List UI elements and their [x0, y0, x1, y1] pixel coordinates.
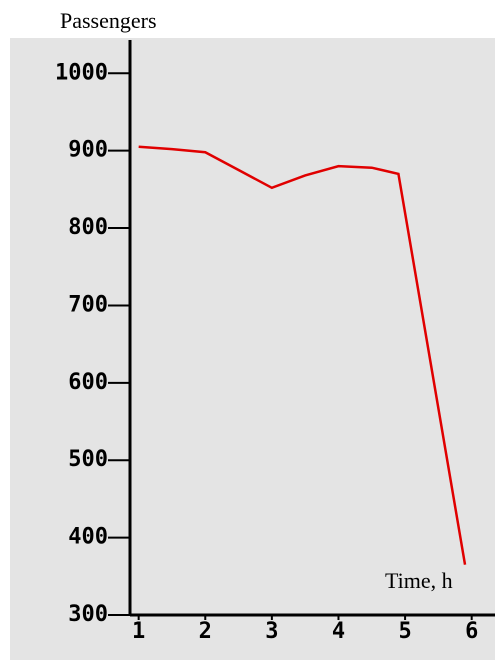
x-axis-label: Time, h [385, 568, 453, 593]
x-tick-label: 6 [465, 619, 478, 644]
y-tick-label: 700 [68, 292, 108, 317]
y-tick-label: 900 [68, 138, 108, 163]
y-tick-label: 300 [68, 602, 108, 627]
plot-background [10, 38, 495, 660]
x-tick-label: 5 [398, 619, 411, 644]
y-tick-label: 600 [68, 370, 108, 395]
y-tick-label: 1000 [55, 60, 108, 85]
y-tick-label: 500 [68, 447, 108, 472]
y-tick-label: 800 [68, 215, 108, 240]
x-tick-label: 3 [265, 619, 278, 644]
x-tick-label: 2 [199, 619, 212, 644]
x-tick-label: 4 [332, 619, 345, 644]
data-line [138, 145, 467, 565]
x-tick-label: 1 [132, 619, 145, 644]
y-tick-label: 400 [68, 525, 108, 550]
y-axis-label: Passengers [60, 8, 157, 33]
